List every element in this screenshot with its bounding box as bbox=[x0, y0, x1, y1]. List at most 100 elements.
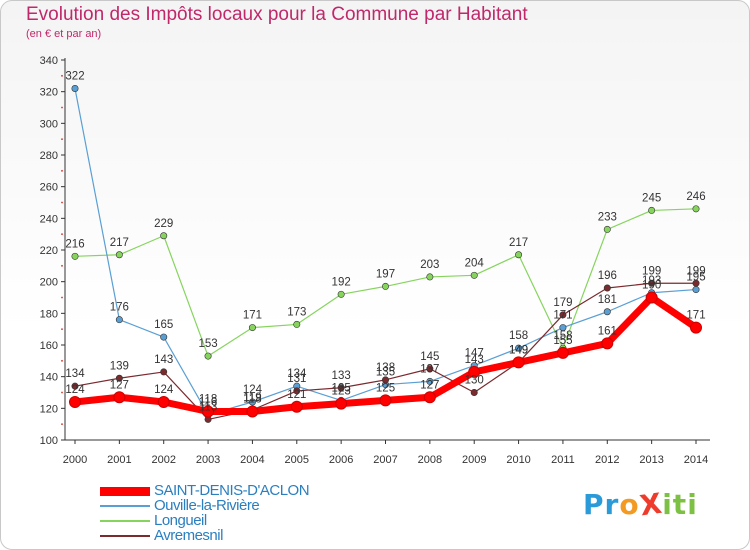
data-label: 118 bbox=[199, 394, 217, 406]
x-tick-label: 2009 bbox=[462, 454, 486, 466]
x-tick-label: 2002 bbox=[151, 454, 175, 466]
data-point bbox=[603, 284, 611, 292]
data-point bbox=[648, 206, 656, 214]
data-point bbox=[468, 365, 481, 378]
legend-label: Longueil bbox=[154, 512, 207, 529]
data-point bbox=[426, 377, 434, 385]
data-label: 199 bbox=[642, 265, 661, 277]
data-point bbox=[692, 279, 700, 287]
data-label: 217 bbox=[110, 237, 129, 249]
x-tick-label: 2012 bbox=[595, 454, 619, 466]
data-label: 127 bbox=[420, 379, 439, 391]
logo-letter: t bbox=[672, 488, 688, 521]
data-point bbox=[293, 320, 301, 328]
legend-swatch bbox=[100, 505, 150, 507]
data-label: 121 bbox=[287, 389, 306, 401]
data-label: 158 bbox=[553, 330, 572, 342]
data-point bbox=[692, 286, 700, 294]
data-point bbox=[204, 352, 212, 360]
x-tick-label: 2011 bbox=[551, 454, 575, 466]
data-label: 124 bbox=[65, 384, 85, 396]
data-label: 204 bbox=[465, 257, 485, 269]
data-point bbox=[559, 311, 567, 319]
data-label: 199 bbox=[686, 265, 705, 277]
data-label: 233 bbox=[598, 211, 617, 223]
y-tick-label: 200 bbox=[40, 277, 58, 289]
x-tick-label: 2010 bbox=[506, 454, 530, 466]
data-label: 147 bbox=[465, 348, 484, 360]
legend-swatch bbox=[100, 487, 150, 496]
legend-label: Ouville-la-Rivière bbox=[154, 497, 260, 514]
y-tick-label: 240 bbox=[40, 213, 58, 225]
data-point bbox=[512, 356, 525, 369]
x-tick-label: 2001 bbox=[107, 454, 131, 466]
data-point bbox=[248, 324, 256, 332]
data-label: 127 bbox=[110, 379, 129, 391]
x-tick-label: 2006 bbox=[329, 454, 353, 466]
data-label: 139 bbox=[110, 360, 129, 372]
data-point bbox=[293, 387, 301, 395]
data-label: 176 bbox=[110, 302, 129, 314]
data-label: 155 bbox=[553, 335, 572, 347]
x-tick-label: 2000 bbox=[63, 454, 87, 466]
data-point bbox=[69, 396, 81, 408]
data-label: 149 bbox=[509, 344, 528, 356]
data-point bbox=[648, 279, 656, 287]
data-label: 171 bbox=[686, 310, 705, 322]
data-point bbox=[71, 85, 79, 93]
y-minor-tick bbox=[61, 169, 63, 172]
y-tick-label: 180 bbox=[40, 308, 58, 320]
data-label: 125 bbox=[332, 382, 351, 394]
proxiti-logo: ProXiti bbox=[583, 487, 698, 523]
data-point bbox=[160, 368, 168, 376]
data-label: 161 bbox=[598, 325, 617, 337]
data-point bbox=[690, 321, 702, 334]
data-point bbox=[423, 391, 436, 404]
y-tick-label: 220 bbox=[40, 245, 58, 257]
chart-title: Evolution des Impôts locaux pour la Comm… bbox=[26, 4, 528, 25]
data-label: 195 bbox=[686, 272, 705, 284]
x-tick-label: 2008 bbox=[418, 454, 442, 466]
data-point bbox=[379, 394, 392, 407]
data-label: 130 bbox=[465, 375, 484, 387]
data-label: 153 bbox=[198, 338, 217, 350]
x-tick-label: 2004 bbox=[240, 454, 264, 466]
data-label: 125 bbox=[376, 382, 395, 394]
data-point bbox=[603, 308, 611, 316]
data-label: 145 bbox=[420, 351, 439, 363]
y-tick-label: 160 bbox=[40, 340, 58, 352]
data-point bbox=[603, 225, 611, 233]
y-tick-label: 300 bbox=[40, 118, 58, 130]
y-minor-tick bbox=[61, 296, 63, 299]
data-point bbox=[601, 337, 614, 350]
data-label: 196 bbox=[598, 270, 617, 282]
y-minor-tick bbox=[61, 138, 63, 141]
data-label: 197 bbox=[376, 268, 395, 280]
y-minor-tick bbox=[61, 391, 63, 394]
data-point bbox=[246, 405, 259, 418]
logo-letter: P bbox=[583, 488, 605, 521]
data-point bbox=[335, 397, 348, 410]
y-minor-tick bbox=[61, 201, 63, 204]
data-point bbox=[115, 316, 123, 324]
data-label: 124 bbox=[154, 384, 174, 396]
y-tick-label: 140 bbox=[40, 372, 58, 384]
legend-label: SAINT-DENIS-D'ACLON bbox=[154, 482, 310, 499]
data-label: 113 bbox=[199, 401, 217, 413]
x-tick-label: 2005 bbox=[285, 454, 309, 466]
data-label: 190 bbox=[642, 280, 661, 292]
data-label: 123 bbox=[332, 386, 351, 398]
data-label: 203 bbox=[420, 259, 439, 271]
data-label: 193 bbox=[642, 275, 661, 287]
y-tick-label: 100 bbox=[40, 435, 58, 447]
data-point bbox=[160, 232, 168, 240]
data-label: 116 bbox=[199, 397, 217, 409]
y-tick-label: 120 bbox=[40, 403, 58, 415]
data-label: 216 bbox=[65, 238, 84, 250]
data-label: 133 bbox=[332, 370, 351, 382]
x-tick-label: 2014 bbox=[684, 454, 708, 466]
data-label: 246 bbox=[686, 191, 705, 203]
legend-swatch bbox=[100, 535, 150, 537]
data-label: 181 bbox=[598, 294, 617, 306]
